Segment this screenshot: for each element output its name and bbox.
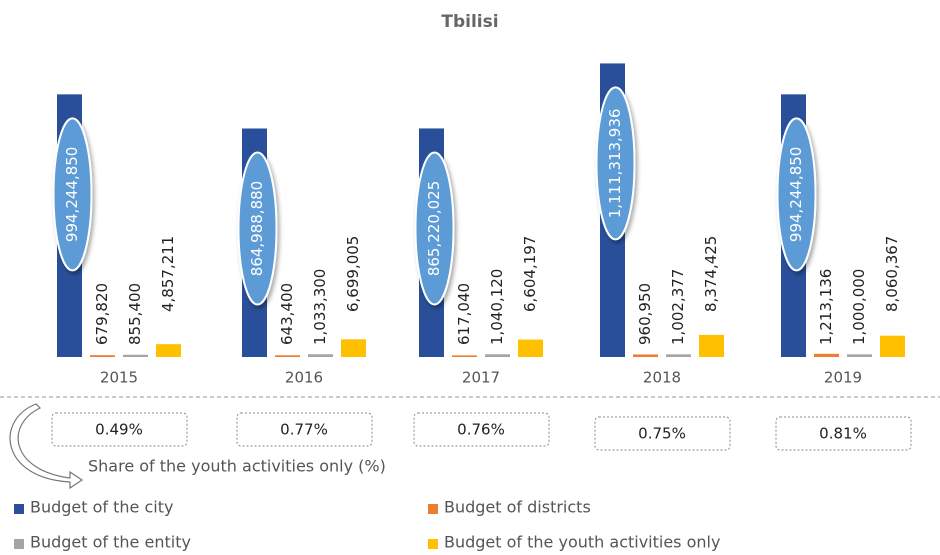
bar	[633, 354, 658, 357]
share-caption: Share of the youth activities only (%)	[88, 457, 386, 476]
bar	[156, 344, 181, 357]
legend-swatch	[14, 539, 24, 549]
bar	[518, 339, 543, 357]
x-tick-label: 2017	[462, 369, 500, 387]
legend-swatch	[428, 539, 438, 549]
value-label: 6,699,005	[344, 236, 362, 312]
value-label: 1,111,313,936	[606, 109, 624, 219]
share-box	[236, 412, 373, 447]
bar	[275, 355, 300, 357]
value-label: 8,060,367	[883, 236, 901, 312]
x-tick-label: 2019	[824, 369, 862, 387]
bar	[814, 353, 839, 357]
bar	[666, 354, 691, 357]
value-label: 4,857,211	[159, 236, 177, 312]
share-box	[51, 412, 188, 447]
arrow-icon	[9, 403, 84, 490]
value-bubble	[776, 117, 817, 272]
value-label: 643,400	[278, 283, 296, 345]
value-label: 1,213,136	[817, 269, 835, 345]
bar	[123, 354, 148, 357]
value-label: 679,820	[93, 283, 111, 345]
bar	[485, 354, 510, 357]
x-tick-label: 2016	[285, 369, 323, 387]
legend-label: Budget of the entity	[30, 533, 191, 552]
bar	[90, 355, 115, 357]
value-bubble	[414, 151, 455, 306]
value-bubble	[595, 86, 636, 241]
legend-label: Budget of districts	[444, 498, 591, 517]
value-bubble	[237, 151, 278, 306]
legend-label: Budget of the city	[30, 498, 173, 517]
bar	[308, 354, 333, 357]
legend-label: Budget of the youth activities only	[444, 533, 720, 552]
value-label: 864,988,880	[248, 181, 266, 276]
value-label: 1,040,120	[488, 269, 506, 345]
value-label: 1,033,300	[311, 269, 329, 345]
value-label: 1,000,000	[850, 269, 868, 345]
share-box	[594, 416, 731, 451]
share-box	[775, 416, 912, 451]
value-label: 6,604,197	[521, 236, 539, 312]
value-label: 994,244,850	[63, 147, 81, 242]
bar	[847, 354, 872, 357]
share-label: 0.76%	[457, 421, 505, 439]
share-label: 0.77%	[280, 421, 328, 439]
bar	[880, 335, 905, 357]
value-label: 865,220,025	[425, 181, 443, 276]
value-bubble	[52, 117, 93, 272]
x-tick-label: 2018	[643, 369, 681, 387]
value-label: 1,002,377	[669, 269, 687, 345]
share-label: 0.81%	[819, 425, 867, 443]
value-label: 960,950	[636, 283, 654, 345]
legend-swatch	[428, 504, 438, 514]
share-label: 0.49%	[95, 421, 143, 439]
bar	[341, 339, 366, 357]
value-label: 855,400	[126, 283, 144, 345]
legend-swatch	[14, 504, 24, 514]
share-box	[413, 412, 550, 447]
value-label: 8,374,425	[702, 236, 720, 312]
bar	[452, 355, 477, 357]
value-label: 617,040	[455, 283, 473, 345]
share-label: 0.75%	[638, 425, 686, 443]
x-tick-label: 2015	[100, 369, 138, 387]
value-label: 994,244,850	[787, 147, 805, 242]
bar	[699, 334, 724, 357]
chart-title: Tbilisi	[441, 12, 498, 32]
